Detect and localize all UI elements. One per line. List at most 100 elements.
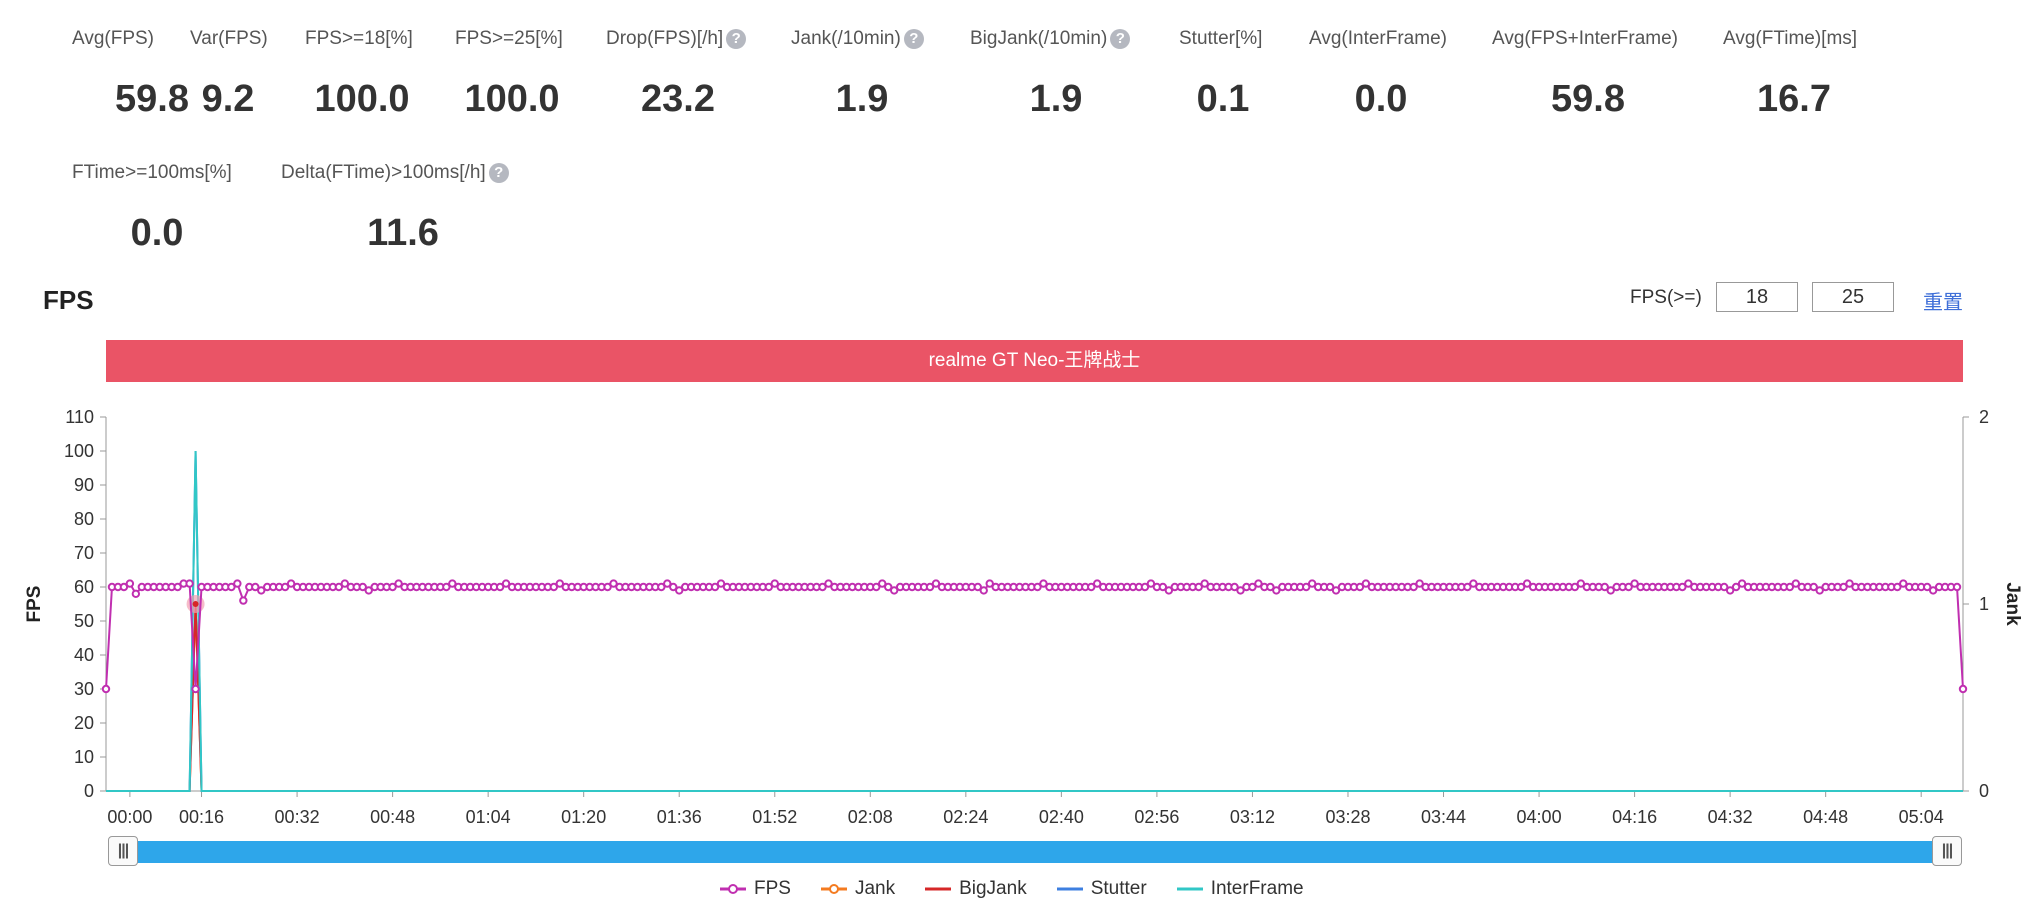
fps-point <box>872 582 881 592</box>
x-tick-label: 04:48 <box>1803 807 1848 827</box>
fps-point <box>1958 684 1968 694</box>
fps-point <box>280 582 290 592</box>
series-line-interframe <box>106 450 1963 792</box>
metric-label: Avg(FPS) <box>72 28 154 50</box>
x-tick-label: 05:04 <box>1899 807 1944 827</box>
series-line-jank <box>106 603 1963 792</box>
fps-point <box>1158 582 1168 592</box>
legend-label: Stutter <box>1090 878 1147 899</box>
fps-point <box>394 579 403 588</box>
metric-label: Jank(/10min)? <box>791 28 924 50</box>
y-tick-label: 50 <box>74 611 94 631</box>
metric-label: FPS>=18[%] <box>305 28 413 50</box>
fps-point <box>985 579 994 588</box>
legend-swatch <box>820 883 847 894</box>
x-tick-label: 02:56 <box>1134 807 1179 827</box>
fps-point <box>448 579 457 588</box>
fps-point <box>1140 582 1150 592</box>
fps-threshold-high-input[interactable] <box>1812 282 1894 312</box>
legend-swatch <box>720 883 746 894</box>
fps-point <box>1409 582 1418 592</box>
metric-value: 23.2 <box>641 78 715 120</box>
fps-point <box>1236 586 1245 595</box>
y-tick-label: 100 <box>64 441 94 461</box>
y-tick-label: 40 <box>74 645 94 665</box>
series-line-stutter <box>106 450 1963 792</box>
help-icon[interactable]: ? <box>1110 29 1131 49</box>
legend-item-bigjank[interactable]: BigJank <box>925 878 1027 900</box>
x-tick-label: 02:40 <box>1039 807 1084 827</box>
fps-point <box>889 586 899 595</box>
y2-tick-label: 2 <box>1979 407 1989 427</box>
fps-threshold-low-input[interactable] <box>1716 282 1798 312</box>
series-line-fps <box>105 582 1964 690</box>
fps-point <box>1893 582 1902 592</box>
fps-point <box>334 582 344 592</box>
x-tick-label: 01:36 <box>657 807 702 827</box>
fps-point <box>764 582 773 592</box>
legend-swatch <box>925 887 952 891</box>
help-icon[interactable]: ? <box>488 163 509 183</box>
legend-item-fps[interactable]: FPS <box>720 878 791 900</box>
fps-point <box>1230 582 1239 592</box>
help-icon[interactable]: ? <box>726 29 747 49</box>
fps-point <box>185 579 194 588</box>
x-tick-label: 00:16 <box>179 807 224 827</box>
x-tick-label: 04:32 <box>1708 807 1753 827</box>
metric-label: Drop(FPS)[/h]? <box>606 28 747 50</box>
metric-value: 0.0 <box>130 212 184 254</box>
fps-point <box>1325 582 1335 592</box>
fps-point <box>358 582 367 592</box>
reset-link[interactable]: 重置 <box>1923 292 1963 314</box>
fps-point <box>770 579 779 588</box>
y2-axis-title: Jank <box>2002 582 2023 626</box>
fps-chart[interactable]: 0 10 20 30 40 50 60 70 80 90 100 110 0 1 2 00:00 00:16 00… <box>0 390 2034 830</box>
fps-point <box>925 582 935 592</box>
legend-item-jank[interactable]: Jank <box>820 878 895 900</box>
metric-label: BigJank(/10min)? <box>970 28 1131 50</box>
legend-swatch <box>1056 887 1083 891</box>
section-title: FPS <box>43 285 94 315</box>
legend-item-stutter[interactable]: Stutter <box>1056 878 1147 900</box>
metric-label-text: FPS>=18[%] <box>305 28 413 49</box>
legend-swatch <box>1176 887 1203 891</box>
fps-point <box>286 579 296 588</box>
fps-point <box>1922 582 1932 592</box>
x-tick-label: 03:44 <box>1421 807 1466 827</box>
fps-point <box>1952 582 1962 592</box>
fps-point <box>1576 579 1586 588</box>
legend-item-interframe[interactable]: InterFrame <box>1176 878 1304 900</box>
fps-point <box>257 586 266 595</box>
metric-label: Stutter[%] <box>1179 28 1262 50</box>
y-tick-label: 30 <box>74 679 94 699</box>
metric-label-text: Jank(/10min) <box>791 28 901 49</box>
fps-threshold-label: FPS(>=) <box>1630 287 1702 308</box>
chart-legend: FPS Jank BigJank Stutter InterFrame <box>720 878 1334 902</box>
fps-point <box>1606 586 1615 595</box>
metric-label-text: Stutter[%] <box>1179 28 1263 49</box>
fps-point <box>1463 582 1472 592</box>
fps-point <box>1785 582 1795 592</box>
fps-point <box>1815 586 1824 595</box>
help-icon[interactable]: ? <box>903 29 924 49</box>
metric-label-text: FPS>=25[%] <box>455 28 563 49</box>
fps-point <box>364 586 373 595</box>
fps-point <box>227 582 236 592</box>
x-tick-label: 01:20 <box>561 807 606 827</box>
metric-value: 1.9 <box>835 78 889 120</box>
series-line-bigjank <box>106 603 1963 792</box>
fps-point <box>884 582 893 592</box>
fps-point <box>1630 579 1639 588</box>
metric-value: 59.8 <box>115 78 189 120</box>
x-tick-label: 00:32 <box>275 807 320 827</box>
y-tick-label: 10 <box>74 747 94 767</box>
time-range-slider[interactable] <box>108 841 1962 863</box>
legend-label: InterFrame <box>1210 878 1304 899</box>
slider-end-handle[interactable]: ||| <box>1932 836 1962 866</box>
metric-label: Avg(InterFrame) <box>1309 28 1447 50</box>
fps-point <box>973 582 982 592</box>
fps-point <box>979 586 988 595</box>
fps-point <box>119 582 129 592</box>
fps-point <box>1899 579 1908 588</box>
slider-start-handle[interactable]: ||| <box>108 836 138 866</box>
